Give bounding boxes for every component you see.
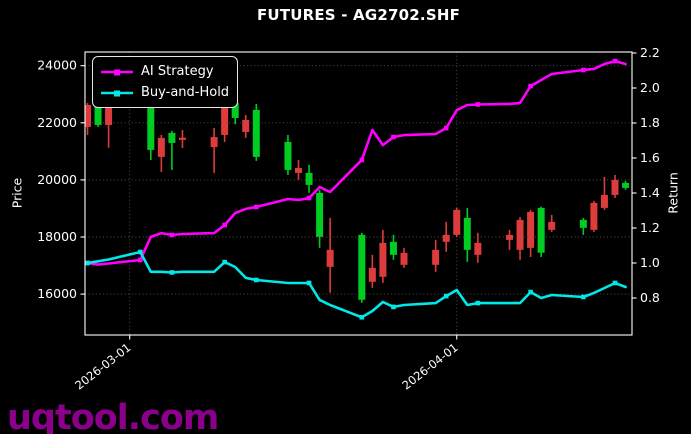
- svg-text:2026-04-01: 2026-04-01: [399, 340, 460, 392]
- svg-text:24000: 24000: [37, 58, 77, 73]
- svg-text:2026-03-01: 2026-03-01: [72, 340, 133, 392]
- legend-label-buy-and-hold: Buy-and-Hold: [141, 85, 230, 100]
- watermark: uqtool.com: [7, 398, 219, 434]
- buy-and-hold-line-sample: [101, 90, 133, 96]
- svg-text:1.0: 1.0: [640, 255, 660, 270]
- svg-text:1.6: 1.6: [640, 150, 660, 165]
- svg-text:1.8: 1.8: [640, 115, 660, 130]
- svg-text:2.0: 2.0: [640, 80, 660, 95]
- svg-text:20000: 20000: [37, 172, 77, 187]
- svg-text:16000: 16000: [37, 286, 77, 301]
- legend-item-buy-and-hold: Buy-and-Hold: [100, 82, 231, 103]
- svg-text:2.2: 2.2: [640, 45, 660, 60]
- svg-text:18000: 18000: [37, 229, 77, 244]
- svg-text:22000: 22000: [37, 115, 77, 130]
- svg-text:0.8: 0.8: [640, 290, 660, 305]
- svg-text:1.2: 1.2: [640, 220, 660, 235]
- svg-text:1.4: 1.4: [640, 185, 660, 200]
- legend-label-ai-strategy: AI Strategy: [141, 64, 214, 79]
- ai-strategy-line-sample: [101, 69, 133, 75]
- legend: AI Strategy Buy-and-Hold: [92, 56, 238, 108]
- legend-item-ai-strategy: AI Strategy: [100, 61, 231, 82]
- chart-title: FUTURES - AG2702.SHF: [256, 6, 461, 24]
